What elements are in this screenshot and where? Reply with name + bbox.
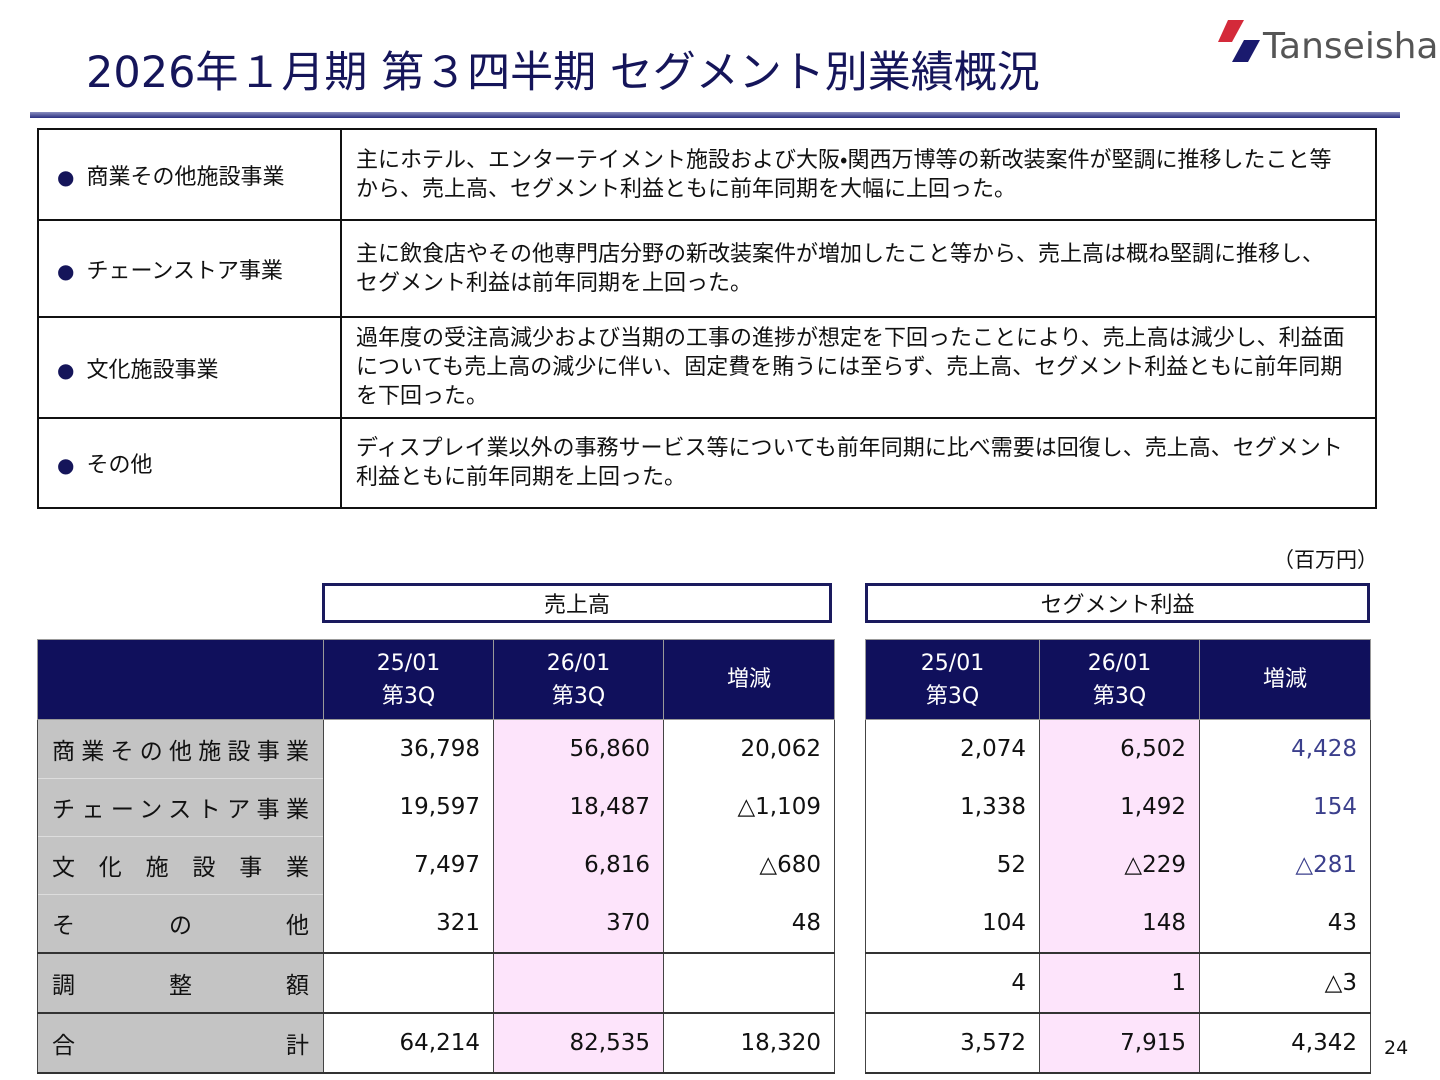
header-row: 25/01 第3Q 26/01 第3Q 増減 bbox=[865, 639, 1371, 720]
header-row: 25/01 第3Q 26/01 第3Q 増減 bbox=[37, 639, 835, 720]
data-row: チェーンストア事業 19,597 18,487 △1,109 bbox=[37, 777, 835, 836]
row-label-cell: 合計 bbox=[37, 1012, 324, 1074]
value-cell: △1,109 bbox=[663, 778, 835, 836]
segment: その他 bbox=[37, 417, 342, 509]
title-rule bbox=[30, 112, 1400, 118]
value-cell: 36,798 bbox=[323, 719, 494, 778]
column-header: 26/01 第3Q bbox=[1039, 639, 1200, 720]
segment: 文化施設事業 bbox=[37, 316, 342, 419]
segment: チェーンストア事業 bbox=[37, 219, 342, 318]
value-cell: 6,816 bbox=[493, 836, 664, 894]
value-cell bbox=[493, 952, 664, 1013]
segment-text: 過年度の受注高減少および当期の工事の進捗が想定を下回ったことにより、売上高は減少… bbox=[340, 316, 1377, 419]
data-row: 3,572 7,915 4,342 bbox=[865, 1012, 1371, 1074]
value-cell: 82,535 bbox=[493, 1012, 664, 1074]
value-cell: 52 bbox=[865, 836, 1040, 894]
row-label: チェーンストア事業 bbox=[52, 797, 309, 823]
corner-cell bbox=[37, 639, 324, 720]
summary-table: 商業その他施設事業主にホテル、エンターテイメント施設および大阪・関西万博等の新改… bbox=[37, 128, 1377, 509]
value-cell: 18,487 bbox=[493, 778, 664, 836]
sales-table: 25/01 第3Q 26/01 第3Q 増減商業その他施設事業 36,798 56,86… bbox=[37, 639, 835, 1074]
value-cell: 3,572 bbox=[865, 1012, 1040, 1074]
value-cell bbox=[323, 952, 494, 1013]
value-cell: 64,214 bbox=[323, 1012, 494, 1074]
value-cell: 1,492 bbox=[1039, 778, 1200, 836]
row-label: 商業その他施設事業 bbox=[52, 738, 309, 765]
data-row: 文化施設事業 7,497 6,816 △680 bbox=[37, 835, 835, 894]
value-cell: 148 bbox=[1039, 894, 1200, 953]
column-header: 25/01 第3Q bbox=[865, 639, 1040, 720]
value-cell: 18,320 bbox=[663, 1012, 835, 1074]
value-cell: 104 bbox=[865, 894, 1040, 953]
value-cell: 20,062 bbox=[663, 719, 835, 778]
logo-mark bbox=[1218, 20, 1260, 62]
value-cell bbox=[663, 952, 835, 1013]
value-cell: 43 bbox=[1199, 894, 1371, 953]
row-label-cell: 商業その他施設事業 bbox=[37, 719, 324, 778]
value-cell: △680 bbox=[663, 836, 835, 894]
value-cell: 19,597 bbox=[323, 778, 494, 836]
value-cell: 4 bbox=[865, 952, 1040, 1013]
logo: Tanseisha bbox=[1263, 26, 1439, 67]
value-cell: △229 bbox=[1039, 836, 1200, 894]
value-cell: 370 bbox=[493, 894, 664, 953]
data-row: 商業その他施設事業 36,798 56,860 20,062 bbox=[37, 719, 835, 778]
data-row: 52 △229 △281 bbox=[865, 836, 1371, 894]
value-cell: △3 bbox=[1199, 952, 1371, 1013]
data-row: 合計 64,214 82,535 18,320 bbox=[37, 1012, 835, 1074]
value-cell: 6,502 bbox=[1039, 719, 1200, 778]
value-cell: 4,428 bbox=[1199, 719, 1371, 778]
row-label: その他 bbox=[52, 913, 309, 940]
value-cell: 321 bbox=[323, 894, 494, 953]
segment-text: 主に飲食店やその他専門店分野の新改装案件が増加したこと等から、売上高は概ね堅調に… bbox=[340, 219, 1377, 318]
data-row: 2,074 6,502 4,428 bbox=[865, 719, 1371, 778]
segment-text: ディスプレイ業以外の事務サービス等についても前年同期に比べ需要は回復し、売上高、… bbox=[340, 417, 1377, 509]
column-header: 26/01 第3Q bbox=[493, 639, 664, 720]
row-label: 文化施設事業 bbox=[52, 855, 309, 881]
row-label: 合計 bbox=[52, 1033, 309, 1059]
value-cell: 48 bbox=[663, 894, 835, 953]
row-label-cell: チェーンストア事業 bbox=[37, 777, 324, 836]
row-label-cell: 調整額 bbox=[37, 952, 324, 1013]
data-row: その他 321 370 48 bbox=[37, 893, 835, 953]
data-row: 4 1 △3 bbox=[865, 952, 1371, 1013]
segment: 商業その他施設事業 bbox=[37, 128, 342, 221]
value-cell: 1 bbox=[1039, 952, 1200, 1013]
data-row: 調整額 bbox=[37, 952, 835, 1013]
page-number: 24 bbox=[1384, 1037, 1409, 1059]
column-header: 増減 bbox=[663, 639, 835, 720]
value-cell: 56,860 bbox=[493, 719, 664, 778]
row-label-cell: その他 bbox=[37, 893, 324, 953]
group-header: 売上高 bbox=[322, 583, 832, 623]
column-header: 25/01 第3Q bbox=[323, 639, 494, 720]
value-cell: 7,915 bbox=[1039, 1012, 1200, 1074]
value-cell: 4,342 bbox=[1199, 1012, 1371, 1074]
data-row: 1,338 1,492 154 bbox=[865, 778, 1371, 836]
data-row: 104 148 43 bbox=[865, 894, 1371, 953]
row-label: 調整額 bbox=[52, 973, 309, 999]
row-label-cell: 文化施設事業 bbox=[37, 835, 324, 894]
value-cell: 2,074 bbox=[865, 719, 1040, 778]
value-cell: △281 bbox=[1199, 836, 1371, 894]
unit: （百万円） bbox=[1273, 548, 1378, 572]
title: 2026年１月期 第３四半期 セグメント別業績概況 bbox=[86, 48, 1040, 98]
value-cell: 1,338 bbox=[865, 778, 1040, 836]
group-header: セグメント利益 bbox=[865, 583, 1370, 623]
column-header: 増減 bbox=[1199, 639, 1371, 720]
value-cell: 7,497 bbox=[323, 836, 494, 894]
segment-text: 主にホテル、エンターテイメント施設および大阪・関西万博等の新改装案件が堅調に推移… bbox=[340, 128, 1377, 221]
profit-table: 25/01 第3Q 26/01 第3Q 増減 2,074 6,502 4,428 1,338… bbox=[865, 639, 1371, 1074]
value-cell: 154 bbox=[1199, 778, 1371, 836]
